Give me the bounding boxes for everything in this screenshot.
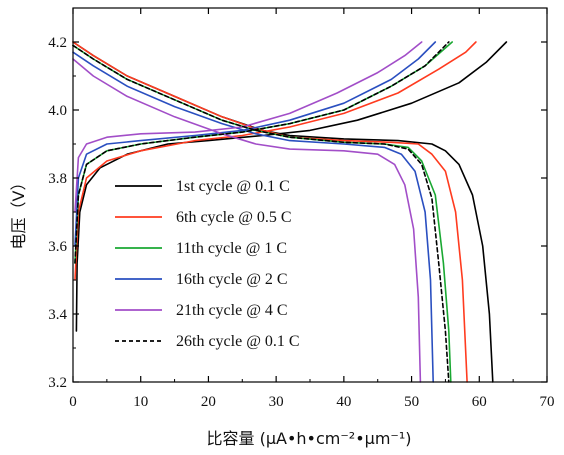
series-4-discharge-line [72,51,434,383]
series-6-discharge-line [72,44,450,383]
series-layer [72,41,508,383]
x-tick-label: 0 [69,394,77,410]
series-2-charge-line [74,41,477,281]
legend-label-5: 21th cycle @ 4 C [176,302,288,319]
legend-label-3: 11th cycle @ 1 C [176,240,287,257]
x-tick-label: 30 [269,394,284,410]
legend-label-6: 26th cycle @ 0.1 C [176,333,300,350]
x-tick-label: 60 [472,394,487,410]
y-axis-label: 电压（V） [9,175,28,250]
y-tick-label: 3.2 [48,375,67,391]
legend: 1st cycle @ 0.1 C 6th cycle @ 0.5 C 11th c… [115,178,300,350]
x-tick-label: 70 [540,394,555,410]
series-2-discharge-line [72,41,468,383]
legend-label-1: 1st cycle @ 0.1 C [176,178,290,195]
series-5-charge-line [74,41,423,213]
series-5-discharge-line [72,58,422,383]
series-6-charge-line [74,41,450,264]
x-tick-label: 10 [133,394,148,410]
y-tick-label: 3.8 [48,171,67,187]
legend-label-2: 6th cycle @ 0.5 C [176,209,292,226]
plot-frame [72,7,548,383]
y-tick-label: 4.0 [48,103,67,119]
y-tick-label: 3.6 [48,239,67,255]
x-tick-label: 40 [336,394,351,410]
axes-layer: 0 10 20 30 40 50 60 70 3.2 3.4 3.6 3.8 4.0 4.2 [48,7,555,410]
series-1-charge-line [75,41,508,332]
x-tick-label: 50 [404,394,419,410]
y-tick-label: 4.2 [48,35,67,51]
x-tick-label: 20 [201,394,216,410]
y-tick-label: 3.4 [48,307,67,323]
legend-label-4: 16th cycle @ 2 C [176,271,288,288]
x-axis-label: 比容量 (μA•h•cm⁻²•μm⁻¹) [206,429,411,448]
